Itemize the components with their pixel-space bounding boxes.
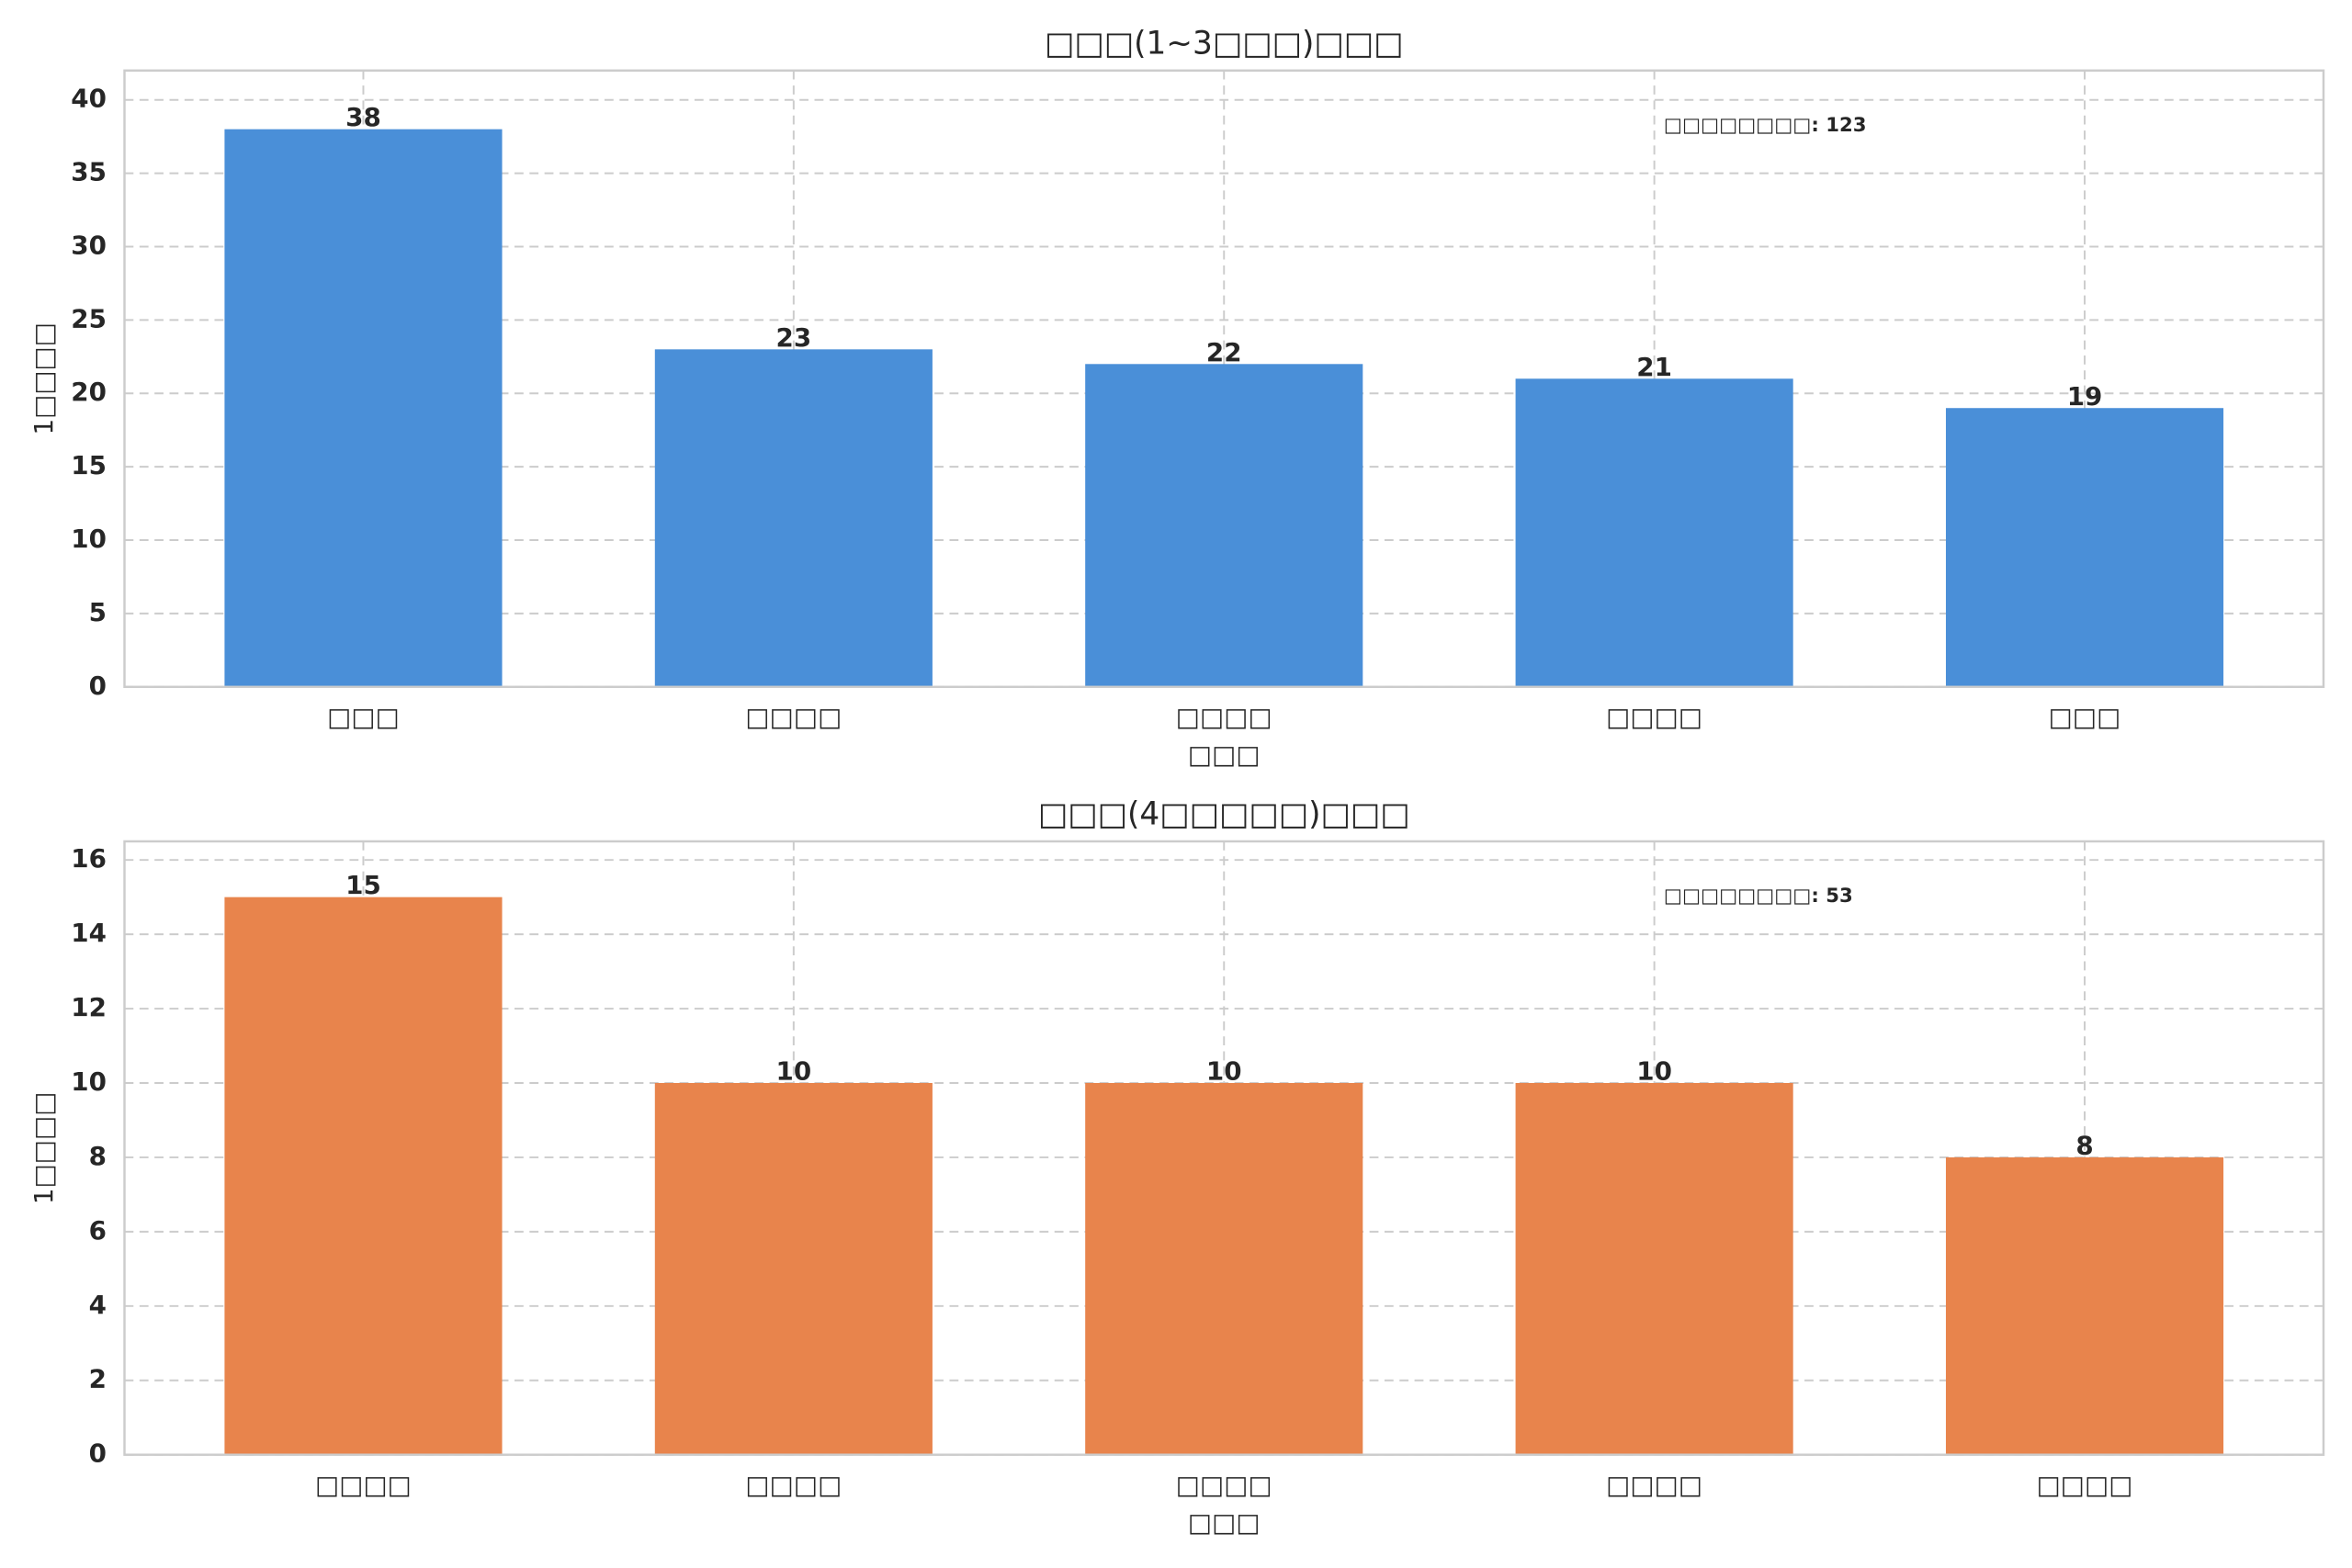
y-tick-label: 8 xyxy=(89,1141,107,1171)
y-tick-label: 4 xyxy=(89,1290,107,1320)
y-tick-label: 2 xyxy=(89,1364,107,1394)
y-tick-label: 15 xyxy=(71,450,107,480)
y-tick-label: 0 xyxy=(89,671,107,701)
bar xyxy=(1085,1083,1363,1455)
bar xyxy=(1515,1083,1793,1455)
bar xyxy=(654,349,933,687)
x-axis-label: □□□ xyxy=(1188,1507,1261,1538)
value-label: 19 xyxy=(2067,381,2103,412)
annotation: □□□□□□□□: 53 xyxy=(1664,885,1853,908)
y-axis-label: 1□□□□ xyxy=(28,1092,59,1205)
x-tick-label: □□□□ xyxy=(1606,702,1702,732)
y-tick-label: 20 xyxy=(71,377,107,407)
bar xyxy=(1945,1156,2224,1455)
annotation: □□□□□□□□: 123 xyxy=(1664,114,1867,137)
value-label: 38 xyxy=(345,102,381,132)
y-tick-label: 14 xyxy=(71,918,107,948)
x-tick-label: □□□□ xyxy=(745,1470,842,1500)
y-tick-label: 5 xyxy=(89,597,107,627)
value-label: 23 xyxy=(776,322,812,353)
value-label: 22 xyxy=(1206,337,1242,367)
x-tick-label: □□□□ xyxy=(745,702,842,732)
y-tick-label: 10 xyxy=(71,1066,107,1097)
chart-title: □□□(1~3□□□)□□□ xyxy=(1045,26,1403,62)
y-tick-label: 6 xyxy=(89,1215,107,1246)
value-label: 15 xyxy=(345,870,381,900)
y-tick-label: 35 xyxy=(71,157,107,187)
value-label: 10 xyxy=(776,1056,812,1087)
bar xyxy=(224,129,503,687)
bar xyxy=(654,1083,933,1455)
bar xyxy=(224,897,503,1455)
bar xyxy=(1945,408,2224,687)
y-tick-label: 0 xyxy=(89,1438,107,1469)
x-tick-label: □□□□ xyxy=(2037,1470,2133,1500)
y-axis-label: 1□□□□ xyxy=(28,322,59,435)
chart-title: □□□(4□□□□□)□□□ xyxy=(1038,796,1410,833)
value-label: 21 xyxy=(1636,352,1672,382)
bar xyxy=(1085,364,1363,687)
value-label: 8 xyxy=(2075,1131,2093,1161)
plot-frame xyxy=(123,840,2325,1456)
bar xyxy=(1515,378,1793,687)
x-axis-label: □□□ xyxy=(1188,739,1261,770)
plot-frame xyxy=(123,69,2325,689)
x-tick-label: □□□□ xyxy=(1176,702,1272,732)
y-tick-label: 40 xyxy=(71,84,107,114)
x-tick-label: □□□□ xyxy=(1176,1470,1272,1500)
x-tick-label: □□□□ xyxy=(1606,1470,1702,1500)
x-tick-label: □□□ xyxy=(327,702,400,732)
x-tick-label: □□□□ xyxy=(315,1470,412,1500)
value-label: 10 xyxy=(1206,1056,1242,1087)
y-tick-label: 30 xyxy=(71,230,107,260)
y-tick-label: 10 xyxy=(71,524,107,554)
y-tick-label: 12 xyxy=(71,992,107,1022)
x-tick-label: □□□ xyxy=(2049,702,2121,732)
value-label: 10 xyxy=(1636,1056,1672,1087)
y-tick-label: 16 xyxy=(71,843,107,874)
y-tick-label: 25 xyxy=(71,303,107,333)
